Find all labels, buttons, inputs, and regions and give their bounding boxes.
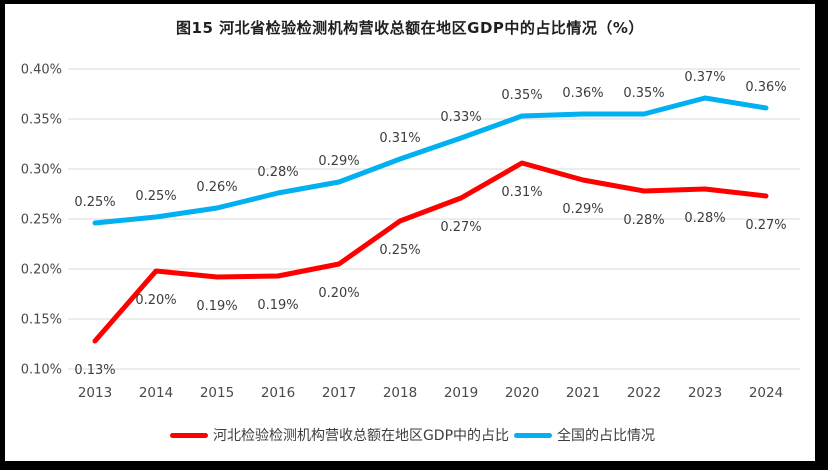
data-label: 0.33% [440, 110, 481, 125]
x-axis-tick-label: 2016 [261, 385, 295, 401]
data-label: 0.36% [745, 80, 786, 95]
y-axis-tick-label: 0.30% [21, 163, 62, 178]
y-axis-tick-label: 0.40% [21, 63, 62, 78]
data-label: 0.28% [623, 213, 664, 228]
data-label: 0.25% [379, 243, 420, 258]
data-label: 0.25% [135, 189, 176, 204]
hebei-series-line [92, 160, 769, 344]
x-axis-tick-label: 2024 [749, 385, 783, 401]
x-axis-tick-label: 2020 [505, 385, 539, 401]
x-axis-tick-label: 2014 [139, 385, 173, 401]
x-axis-tick-label: 2022 [627, 385, 661, 401]
legend-item-national: 全国的占比情况 [509, 425, 655, 445]
x-axis-tick-label: 2013 [78, 385, 112, 401]
line-chart: 0.40% 0.35% 0.30% 0.25% 0.20% 0.15% 0.10% 2013 2… [21, 63, 800, 401]
legend-label-hebei: 河北检验检测机构营收总额在地区GDP中的占比 [212, 428, 510, 444]
data-label: 0.35% [501, 88, 542, 103]
data-label: 0.19% [196, 299, 237, 314]
data-label: 0.31% [501, 185, 542, 200]
chart-title: 图15 河北省检验检测机构营收总额在地区GDP中的占比情况（%） [176, 19, 644, 37]
data-label: 0.31% [379, 131, 420, 146]
data-label: 0.28% [257, 165, 298, 180]
y-axis-tick-label: 0.15% [21, 313, 62, 328]
data-label: 0.29% [562, 202, 603, 217]
y-axis-tick-label: 0.25% [21, 213, 62, 228]
x-axis-tick-label: 2019 [444, 385, 478, 401]
data-label: 0.20% [135, 293, 176, 308]
data-label: 0.25% [74, 195, 115, 210]
national-line-swatch-icon [514, 432, 553, 438]
data-label: 0.20% [318, 286, 359, 301]
chart-legend: 河北检验检测机构营收总额在地区GDP中的占比 全国的占比情况 [5, 425, 815, 445]
data-label: 0.26% [196, 180, 237, 195]
legend-label-national: 全国的占比情况 [557, 428, 656, 444]
hebei-line-swatch-icon [169, 432, 208, 438]
chart-canvas: 图15 河北省检验检测机构营收总额在地区GDP中的占比情况（%） 0.40% 0.… [5, 4, 815, 461]
data-label: 0.13% [74, 363, 115, 378]
x-axis-tick-label: 2018 [383, 385, 417, 401]
y-axis-tick-label: 0.35% [21, 113, 62, 128]
data-label: 0.28% [684, 211, 725, 226]
y-axis-tick-label: 0.10% [21, 363, 62, 378]
data-label: 0.35% [623, 86, 664, 101]
x-axis-tick-label: 2015 [200, 385, 234, 401]
national-series-line [92, 95, 769, 226]
x-axis-tick-label: 2017 [322, 385, 356, 401]
data-label: 0.27% [745, 218, 786, 233]
data-label: 0.19% [257, 298, 298, 313]
y-axis-tick-label: 0.20% [21, 263, 62, 278]
data-label: 0.29% [318, 154, 359, 169]
data-label: 0.27% [440, 220, 481, 235]
data-label: 0.36% [562, 86, 603, 101]
data-label: 0.37% [684, 70, 725, 85]
legend-item-hebei: 河北检验检测机构营收总额在地区GDP中的占比 [165, 425, 509, 445]
x-axis-tick-label: 2021 [566, 385, 600, 401]
x-axis-tick-label: 2023 [688, 385, 722, 401]
